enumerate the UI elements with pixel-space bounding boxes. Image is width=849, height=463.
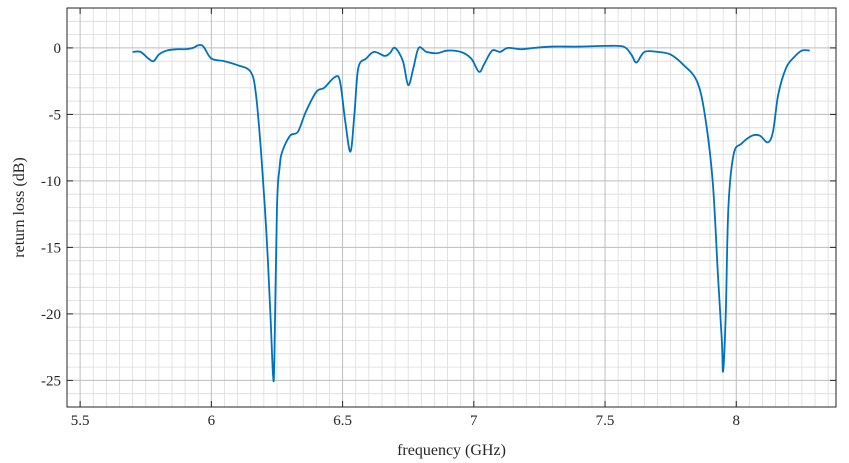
x-tick-label: 8 (733, 413, 741, 429)
plot-series (132, 44, 810, 383)
minor-grid (66, 7, 836, 408)
return-loss-series-line (132, 44, 810, 383)
y-tick-label: -10 (41, 174, 61, 190)
y-tick-label: -20 (41, 307, 61, 323)
x-tick-labels: 5.5 6 6.5 7 7.5 8 (71, 413, 740, 429)
y-tick-label: 0 (54, 41, 62, 57)
x-tick-label: 7.5 (596, 413, 615, 429)
y-tick-label: -5 (49, 107, 62, 123)
y-tick-label: -15 (41, 240, 61, 256)
x-axis-label: frequency (GHz) (397, 442, 506, 459)
x-tick-label: 7 (470, 413, 478, 429)
y-axis-label: return loss (dB) (11, 157, 28, 257)
y-tick-labels: 0 -5 -10 -15 -20 -25 (41, 41, 62, 389)
x-tick-label: 6.5 (333, 413, 352, 429)
plot-frame (66, 7, 837, 408)
x-tick-label: 5.5 (71, 413, 90, 429)
axis-ticks (67, 8, 836, 407)
y-tick-label: -25 (41, 373, 61, 389)
x-tick-label: 6 (208, 413, 216, 429)
major-grid (67, 8, 836, 407)
